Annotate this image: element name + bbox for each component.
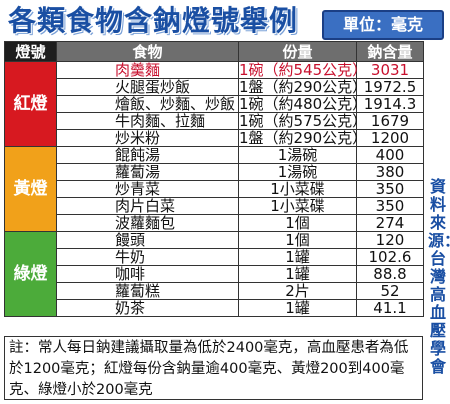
table-row: 綠燈 饅頭 1個 120	[4, 231, 424, 317]
sodium-cell: 102.6	[356, 248, 424, 266]
table-row: 奶茶 1罐 41.1	[5, 299, 424, 317]
table-row: 炒青菜 1小菜碟 350	[5, 180, 424, 198]
unit-label: 單位：毫克	[322, 10, 444, 40]
serving-cell: 1湯碗	[238, 146, 357, 164]
sodium-table: 燈號 食物 份量 鈉含量 紅燈 肉羹麵 1碗（約545公克） 3031 火腿蛋炒飯 1盤（…	[4, 41, 424, 317]
sodium-cell: 350	[356, 197, 424, 215]
food-cell: 奶茶	[56, 299, 239, 317]
page-title: 各類食物含鈉燈號舉例	[8, 4, 299, 37]
sodium-cell: 120	[356, 231, 424, 249]
food-cell: 肉片白菜	[56, 197, 239, 215]
serving-cell: 1罐	[238, 265, 357, 283]
food-cell: 饅頭	[56, 231, 239, 249]
header-food: 食物	[56, 41, 239, 62]
food-cell: 波蘿麵包	[56, 214, 239, 232]
sodium-cell: 52	[356, 282, 424, 300]
food-cell: 燴飯、炒麵、炒飯	[56, 95, 239, 113]
table-body: 紅燈 肉羹麵 1碗（約545公克） 3031 火腿蛋炒飯 1盤（約290公克） 1972.5…	[4, 60, 424, 317]
sodium-cell: 400	[356, 146, 424, 164]
food-cell: 炒青菜	[56, 180, 239, 198]
sodium-cell: 88.8	[356, 265, 424, 283]
sodium-cell: 274	[356, 214, 424, 232]
title-bar: 各類食物含鈉燈號舉例 單位：毫克	[0, 0, 450, 42]
table-row: 蘿蔔湯 1湯碗 380	[5, 163, 424, 181]
serving-cell: 1個	[238, 231, 357, 249]
table-row: 肉片白菜 1小菜碟 350	[5, 197, 424, 215]
footnote: 註：常人每日鈉建議攝取量為低於2400毫克，高血壓患者為低於1200毫克；紅燈每…	[4, 336, 423, 400]
food-cell: 肉羹麵	[56, 61, 239, 79]
food-cell: 蘿蔔糕	[56, 282, 239, 300]
sodium-cell: 380	[356, 163, 424, 181]
table-row: 咖啡 1罐 88.8	[5, 265, 424, 283]
food-cell: 火腿蛋炒飯	[56, 78, 239, 96]
sodium-cell: 1914.3	[356, 95, 424, 113]
serving-cell: 1湯碗	[238, 163, 357, 181]
serving-cell: 1碗（約545公克）	[238, 60, 368, 79]
group-label: 紅燈	[4, 61, 57, 147]
food-cell: 炒米粉	[56, 129, 239, 147]
serving-cell: 2片	[238, 282, 357, 300]
sodium-cell: 350	[356, 180, 424, 198]
group-label: 黃燈	[4, 146, 57, 232]
serving-cell: 1碗（約575公克）	[238, 111, 368, 130]
food-cell: 蘿蔔湯	[56, 163, 239, 181]
serving-cell: 1碗（約480公克）	[238, 94, 368, 113]
table-row: 牛奶 1罐 102.6	[5, 248, 424, 266]
header-sodium: 鈉含量	[356, 41, 424, 62]
food-cell: 餛飩湯	[56, 146, 239, 164]
serving-cell: 1個	[238, 214, 357, 232]
food-cell: 咖啡	[56, 265, 239, 283]
serving-cell: 1罐	[238, 248, 357, 266]
sodium-cell: 1972.5	[356, 78, 424, 96]
table-header-row: 燈號 食物 份量 鈉含量	[4, 41, 424, 62]
serving-cell: 1小菜碟	[238, 180, 357, 198]
table-row: 牛肉麵、拉麵 1碗（約575公克） 1679	[5, 111, 424, 130]
table-row: 炒米粉 1盤（約290公克） 1200	[5, 128, 424, 147]
table-row: 波蘿麵包 1個 274	[5, 214, 424, 232]
source-note: 資料來源：台灣高血壓學會	[428, 177, 450, 376]
serving-cell: 1罐	[238, 299, 357, 317]
food-cell: 牛奶	[56, 248, 239, 266]
table-row: 紅燈 肉羹麵 1碗（約545公克） 3031	[4, 60, 424, 147]
serving-cell: 1小菜碟	[238, 197, 357, 215]
header-serving: 份量	[238, 41, 357, 62]
food-cell: 牛肉麵、拉麵	[56, 112, 239, 130]
serving-cell: 1盤（約290公克）	[238, 77, 368, 96]
serving-cell: 1盤（約290公克）	[238, 128, 368, 147]
group-label: 綠燈	[4, 231, 57, 317]
sodium-cell: 41.1	[356, 299, 424, 317]
table-row: 燴飯、炒麵、炒飯 1碗（約480公克） 1914.3	[5, 94, 424, 113]
table-row: 蘿蔔糕 2片 52	[5, 282, 424, 300]
table-row: 黃燈 餛飩湯 1湯碗 400	[4, 146, 424, 232]
header-group: 燈號	[4, 41, 57, 62]
table-row: 火腿蛋炒飯 1盤（約290公克） 1972.5	[5, 77, 424, 96]
